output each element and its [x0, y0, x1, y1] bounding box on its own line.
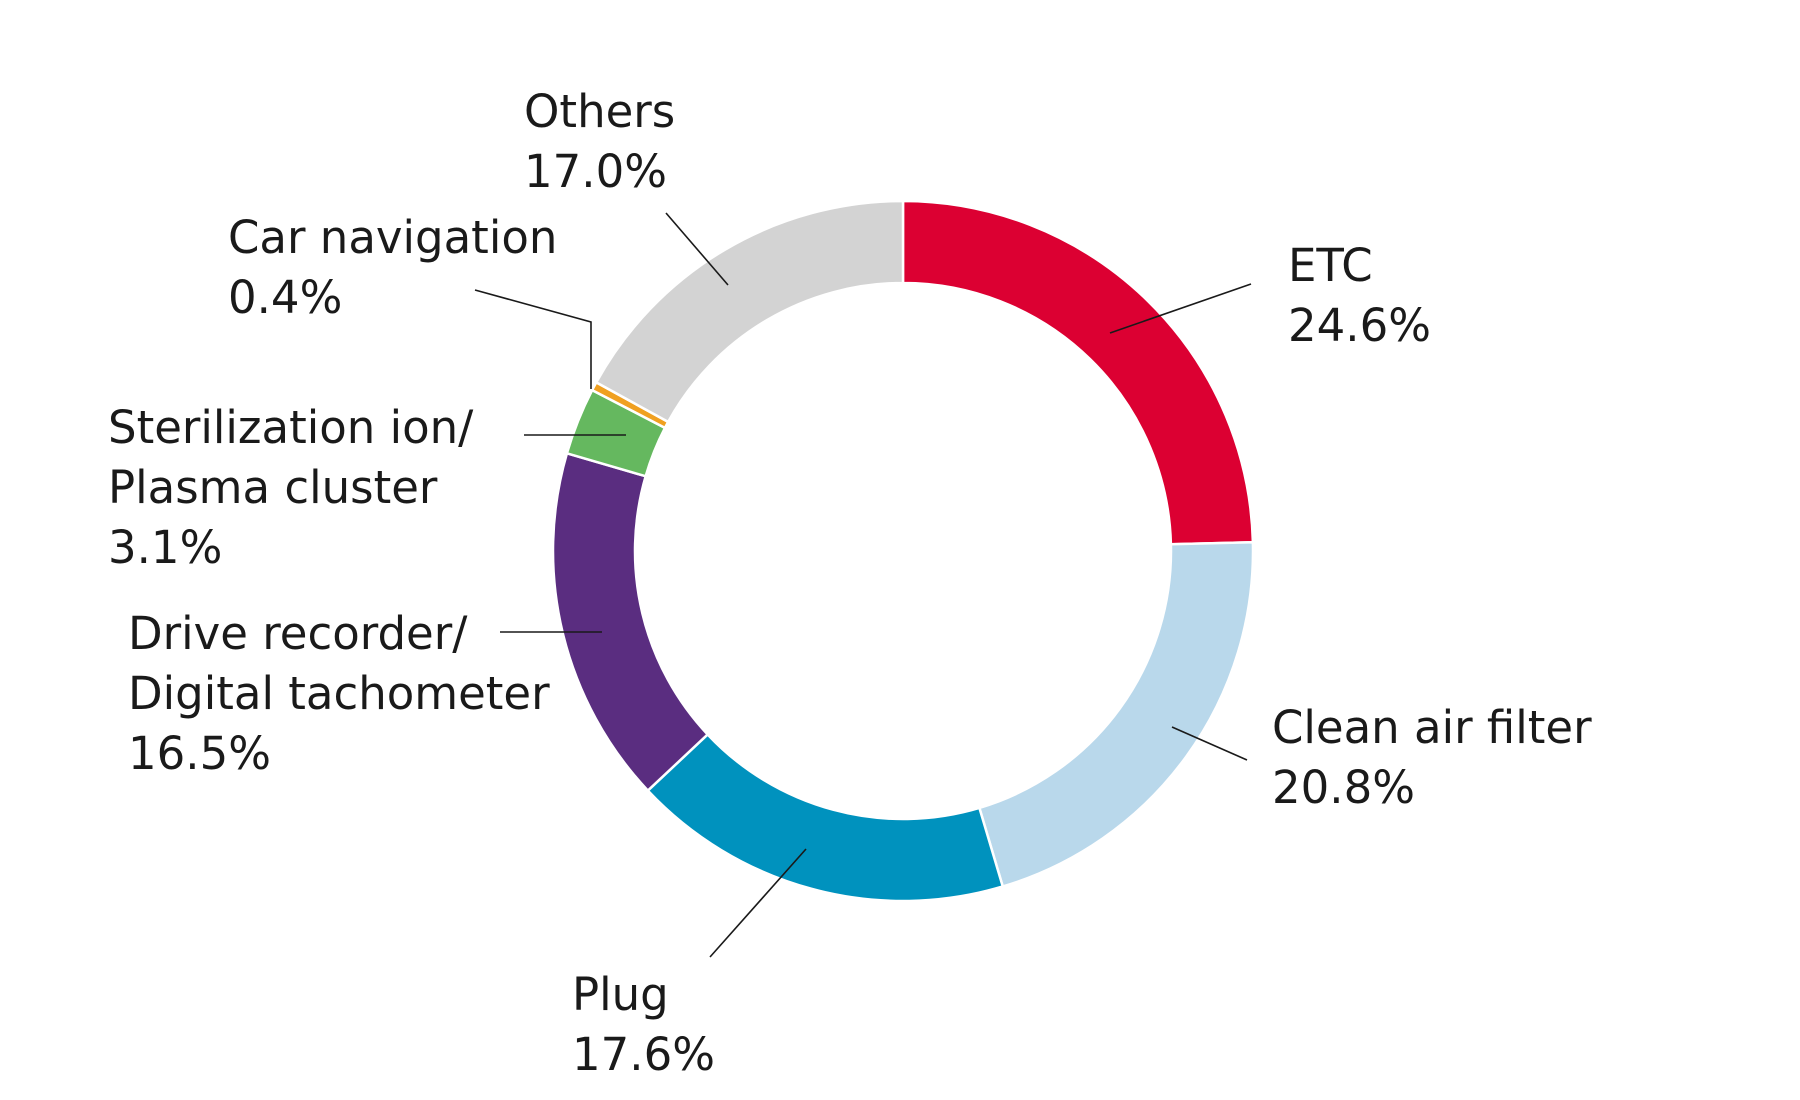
- label-car-navigation-value: 0.4%: [228, 271, 343, 324]
- label-sterilization-ion-line1: Sterilization ion/: [108, 401, 474, 454]
- leader-lines: [474, 212, 1252, 958]
- slice-others: [595, 199, 905, 424]
- label-drive-recorder-line1: Drive recorder/: [128, 607, 468, 660]
- label-clean-air-filter-value: 20.8%: [1272, 761, 1415, 814]
- leader-line-clean-air-filter: [1171, 726, 1248, 761]
- label-sterilization-ion-line2: Plasma cluster: [108, 461, 438, 514]
- slice-clean-air-filter: [978, 540, 1255, 888]
- label-plug-name: Plug: [572, 968, 669, 1021]
- label-plug: Plug 17.6%: [572, 965, 715, 1085]
- leader-line-etc: [1109, 283, 1252, 334]
- slice-plug: [646, 733, 1005, 903]
- label-drive-recorder: Drive recorder/ Digital tachometer 16.5%: [128, 604, 550, 784]
- label-car-navigation: Car navigation 0.4%: [228, 208, 557, 328]
- label-others: Others 17.0%: [524, 82, 675, 202]
- donut-slices: [551, 199, 1255, 903]
- leader-line-car-navigation: [474, 289, 592, 389]
- label-drive-recorder-value: 16.5%: [128, 727, 271, 780]
- label-sterilization-ion-value: 3.1%: [108, 521, 223, 574]
- label-etc: ETC 24.6%: [1288, 236, 1431, 356]
- label-others-name: Others: [524, 85, 676, 138]
- label-clean-air-filter: Clean air filter 20.8%: [1272, 698, 1592, 818]
- label-sterilization-ion: Sterilization ion/ Plasma cluster 3.1%: [108, 398, 473, 578]
- label-drive-recorder-line2: Digital tachometer: [128, 667, 550, 720]
- slice-etc: [901, 199, 1255, 546]
- slice-drive-recorder-digital-tachometer: [551, 452, 709, 792]
- label-plug-value: 17.6%: [572, 1028, 715, 1081]
- leader-line-others: [665, 212, 729, 286]
- label-etc-value: 24.6%: [1288, 299, 1431, 352]
- label-clean-air-filter-name: Clean air filter: [1272, 701, 1592, 754]
- leader-line-plug: [709, 848, 807, 958]
- label-others-value: 17.0%: [524, 145, 667, 198]
- label-car-navigation-name: Car navigation: [228, 211, 558, 264]
- label-etc-name: ETC: [1288, 239, 1373, 292]
